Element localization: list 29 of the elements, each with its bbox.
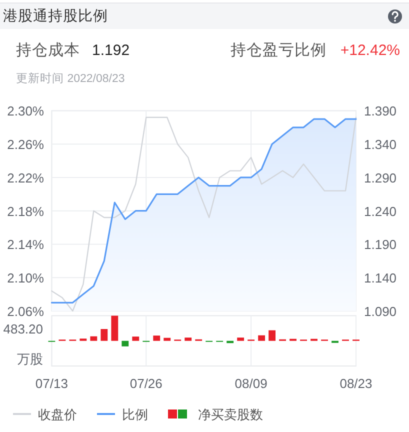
text: 1.192: [92, 42, 130, 58]
x-tick-label: 08/09: [234, 376, 268, 390]
y-axis-title: 万股: [17, 350, 43, 366]
y-tick-label: 2.18%: [7, 203, 44, 218]
y2-tick-label: 1.140: [364, 270, 397, 286]
x-tick-label: 07/13: [35, 376, 68, 390]
y2-tick-label: 1.390: [364, 103, 397, 118]
y2-tick-label: 1.090: [364, 304, 397, 318]
text: 持仓盈亏比例: [230, 40, 326, 58]
y-tick-label: 2.06%: [7, 304, 44, 318]
text: 持仓成本: [16, 40, 80, 58]
y-tick-label: 2.14%: [7, 236, 44, 252]
y2-tick-label: 1.340: [364, 136, 397, 152]
chart-title: 港股通持股比例: [3, 8, 108, 25]
y-tick-label: 2.10%: [7, 270, 44, 286]
y2-tick-label: 1.190: [364, 236, 397, 252]
legend-label: 净买卖股数: [198, 406, 263, 422]
legend-label: 比例: [122, 406, 148, 422]
legend-label: 收盘价: [38, 406, 77, 422]
y-tick-label: 2.26%: [7, 136, 44, 152]
x-tick-label: 08/23: [340, 376, 372, 390]
y2-tick-label: 1.240: [364, 203, 397, 218]
chart-subtitle: 更新时间 2022/08/23: [16, 71, 125, 85]
y-tick-label: 2.30%: [7, 103, 44, 118]
text: 483.20: [3, 320, 43, 336]
y-tick-label: 2.22%: [7, 170, 44, 185]
y2-tick-label: 1.290: [364, 170, 397, 185]
text: +12.42%: [340, 42, 400, 58]
x-tick-label: 07/26: [130, 376, 162, 390]
